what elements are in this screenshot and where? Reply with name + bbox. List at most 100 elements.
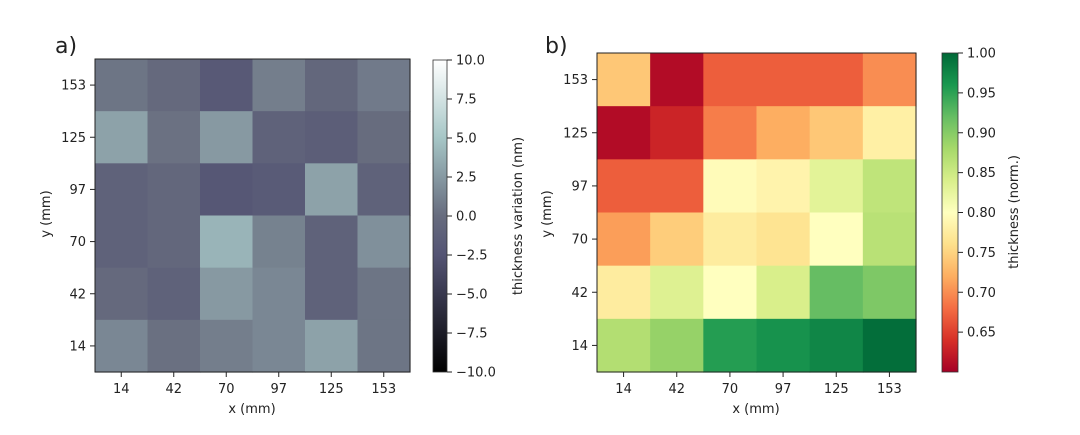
x-tick-label: 14 (113, 382, 130, 397)
x-tick-label: 125 (824, 382, 849, 397)
plot-frame (94, 58, 411, 373)
heatmap-cell (862, 53, 917, 107)
heatmap-cell (200, 267, 254, 321)
colorbar-label-a: thickness variation (nm) (511, 137, 526, 295)
colorbar-tick-label: 0.65 (967, 326, 996, 341)
x-tick-label: 97 (775, 382, 792, 397)
heatmap-cell (305, 267, 359, 321)
heatmap-cell (809, 318, 864, 373)
y-tick-label: 42 (69, 287, 86, 302)
y-tick-label: 70 (571, 233, 588, 248)
heatmap-cell (650, 265, 704, 320)
heatmap-cell (95, 267, 149, 321)
heatmap-cell (305, 163, 359, 217)
heatmap-cell (200, 319, 254, 373)
heatmap-cell (703, 265, 758, 320)
heatmap-cell (305, 215, 359, 269)
colorbar-tick-label: 10.0 (456, 54, 485, 69)
heatmap-cell (809, 265, 864, 320)
heatmap-cell (756, 159, 811, 214)
heatmap-cell (357, 163, 411, 217)
heatmap-cell (200, 59, 254, 112)
colorbar-a (432, 59, 448, 373)
colorbar-tick-label: 0.95 (967, 86, 996, 101)
x-axis-label-a: x (mm) (228, 402, 275, 417)
x-tick-label: 42 (165, 382, 182, 397)
panel-a: a) 14 42 70 97 125 153 14 42 70 97 125 153 x (mm) y… (39, 34, 526, 417)
heatmap-cell (252, 163, 306, 217)
y-tick-label: 42 (571, 286, 588, 301)
heatmap-cell (756, 212, 811, 267)
heatmap-cell (650, 53, 704, 107)
heatmap-cell (147, 59, 201, 112)
y-tick-label: 70 (69, 235, 86, 250)
heatmap-cell (200, 215, 254, 269)
colorbar-tick-label: 0.0 (456, 210, 477, 225)
x-tick-label: 153 (371, 382, 396, 397)
x-axis-label-b: x (mm) (732, 402, 779, 417)
x-tick-label: 97 (270, 382, 287, 397)
y-axis-label-b: y (mm) (540, 190, 555, 237)
heatmap-cell (862, 265, 917, 320)
heatmap-cell (95, 111, 149, 164)
heatmap-cell (862, 212, 917, 267)
heatmap-cell (357, 267, 411, 321)
heatmap-cell (357, 215, 411, 269)
heatmap-cell (252, 267, 306, 321)
heatmap-cell (305, 111, 359, 164)
x-tick-label: 70 (218, 382, 235, 397)
heatmap-cell (756, 318, 811, 373)
heatmap-cell (252, 59, 306, 112)
heatmap-cell (809, 106, 864, 160)
heatmap-cell (305, 59, 359, 112)
panel-b-label: b) (545, 34, 568, 59)
heatmap-cell (597, 106, 651, 160)
colorbar-tick-label: 0.75 (967, 246, 996, 261)
heatmap-cell (252, 111, 306, 164)
x-tick-label: 42 (668, 382, 685, 397)
y-tick-label: 153 (61, 79, 86, 94)
heatmap-cell (597, 265, 651, 320)
heatmap-cell (809, 212, 864, 267)
heatmap-cell (650, 159, 704, 214)
colorbar-tick-label: 7.5 (456, 93, 477, 108)
heatmap-cell (357, 59, 411, 112)
heatmap-a (95, 59, 411, 373)
colorbar-tick-label: 2.5 (456, 171, 477, 186)
colorbar-tick-label: −7.5 (456, 327, 488, 342)
axes-b: 14 42 70 97 125 153 14 42 70 97 125 153 (563, 52, 917, 397)
heatmap-cell (357, 319, 411, 373)
heatmap-cell (95, 163, 149, 217)
colorbar-tick-label: 0.85 (967, 166, 996, 181)
heatmap-cell (650, 212, 704, 267)
heatmap-cell (597, 159, 651, 214)
x-tick-label: 14 (615, 382, 632, 397)
colorbar-tick-label: −5.0 (456, 288, 488, 303)
panel-a-label: a) (55, 34, 77, 59)
heatmap-cell (756, 53, 811, 107)
heatmap-cell (597, 318, 651, 373)
colorbar-tick-label: 5.0 (456, 132, 477, 147)
y-tick-label: 14 (69, 339, 86, 354)
colorbar-tick-label: −10.0 (456, 366, 496, 381)
y-tick-label: 153 (563, 73, 588, 88)
heatmap-cell (703, 159, 758, 214)
colorbar-tick-label: 1.00 (967, 47, 996, 62)
colorbar-tick-label: −2.5 (456, 249, 488, 264)
axes-a: 14 42 70 97 125 153 14 42 70 97 125 153 (61, 58, 411, 397)
y-axis-label-a: y (mm) (39, 190, 54, 237)
plot-frame (596, 52, 917, 373)
heatmap-cell (252, 319, 306, 373)
colorbar-tick-label: 0.90 (967, 126, 996, 141)
x-tick-label: 125 (319, 382, 344, 397)
heatmap-cell (252, 215, 306, 269)
heatmap-cell (703, 318, 758, 373)
heatmap-cell (95, 319, 149, 373)
heatmap-b (597, 53, 917, 373)
y-tick-label: 125 (61, 131, 86, 146)
heatmap-cell (703, 53, 758, 107)
y-tick-label: 125 (563, 126, 588, 141)
heatmap-cell (200, 163, 254, 217)
heatmap-cell (756, 265, 811, 320)
heatmap-cell (756, 106, 811, 160)
